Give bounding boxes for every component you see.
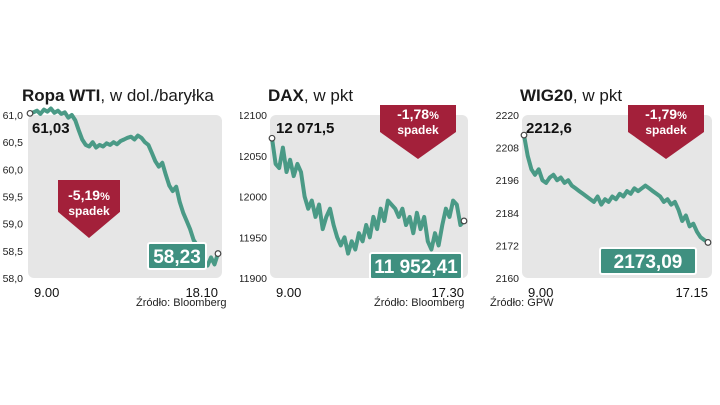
wti-series-line (28, 106, 220, 268)
wti-unit: w dol./baryłka (109, 86, 214, 105)
wti-ytick-label: 59,0 (3, 219, 24, 231)
wig20-xtick-label: 17.15 (675, 285, 708, 300)
wti-title-block: Ropa WTI, w dol./baryłka (22, 86, 214, 105)
dax-start-value: 12 071,5 (276, 120, 334, 137)
wig20-decline-pct: % (677, 110, 687, 122)
wti-xtick-label: 9.00 (34, 285, 59, 300)
wig20-decline-word: spadek (645, 123, 687, 137)
wig20-source: Źródło: GPW (490, 297, 554, 309)
wti-xtick-label: 18.10 (185, 285, 218, 300)
wig20-start-value: 2212,6 (526, 120, 572, 137)
wig20-decline-badge (628, 105, 704, 159)
dax-xtick-label: 17.30 (431, 285, 464, 300)
dax-decline-pct: % (429, 110, 439, 122)
dax-end-value: 11 952,41 (374, 257, 458, 278)
wig20-series-line (522, 133, 710, 245)
dax-ytick-label: 11950 (240, 232, 267, 244)
wig20-xtick-label: 9.00 (528, 285, 553, 300)
wti-ytick-label: 60,0 (3, 164, 24, 176)
dax-end-point (460, 217, 468, 225)
wig20-start-point (520, 131, 528, 139)
dax-start-point (268, 134, 276, 142)
wig20-ytick-label: 2172 (496, 240, 520, 252)
wig20-ytick-label: 2196 (496, 175, 520, 187)
dax-ytick-label: 11900 (240, 273, 267, 285)
dax-unit: w pkt (313, 86, 354, 105)
dax-ytick-label: 12000 (240, 192, 267, 204)
wig20-title-block: WIG20, w pkt (520, 86, 623, 105)
wti-plot-area (28, 115, 222, 278)
wti-end-point (214, 250, 222, 257)
wti-ytick-label: 61,0 (3, 110, 24, 122)
wti-decline-pct: % (100, 191, 110, 203)
wig20-decline-value: -1,79% (645, 106, 687, 122)
wig20-title: WIG20 (520, 86, 573, 105)
wig20-unit: w pkt (582, 86, 623, 105)
dax-xtick-label: 9.00 (276, 285, 301, 300)
wti-decline-word: spadek (68, 204, 110, 218)
dax-series-line (270, 136, 466, 256)
wti-panel: Ropa WTI, w dol./baryłka 61,0 60,5 60,0 59,… (0, 0, 240, 405)
dax-decline-word: spadek (397, 123, 439, 137)
dax-title: DAX (268, 86, 304, 105)
wig20-chart: 2220 2208 2196 2184 2172 2160 9.00 17.15 2212,6 2… (496, 105, 712, 300)
wti-start-value: 61,03 (32, 120, 70, 137)
dax-decline-value: -1,78% (397, 106, 439, 122)
wti-chart: 61,0 60,5 60,0 59,5 59,0 58,5 58,0 9.00 18.10 61,… (3, 106, 222, 300)
wig20-end-value-box (599, 247, 697, 275)
dax-ytick-label: 12100 (240, 110, 267, 122)
wig20-ytick-label: 2184 (496, 208, 520, 220)
dax-panel: DAX, w pkt 12100 12050 12000 11950 11900 9.00… (240, 0, 480, 405)
wti-title: Ropa WTI (22, 86, 101, 105)
wig20-end-value: 2173,09 (614, 252, 683, 273)
wti-decline-value: -5,19% (68, 187, 110, 203)
wig20-end-point (704, 239, 712, 246)
wti-ytick-label: 58,5 (3, 246, 24, 258)
dax-source: Źródło: Bloomberg (374, 297, 465, 309)
wig20-ytick-label: 2220 (496, 110, 520, 122)
wti-ytick-label: 59,5 (3, 192, 24, 204)
wti-decline-badge (58, 180, 120, 238)
wti-ytick-label: 58,0 (3, 273, 24, 285)
dax-chart: 12100 12050 12000 11950 11900 9.00 17.30 12 071… (240, 105, 468, 300)
dax-ytick-label: 12050 (240, 151, 267, 163)
wti-end-value: 58,23 (153, 247, 201, 268)
wig20-panel: WIG20, w pkt 2220 2208 2196 2184 2172 2160 9.0… (480, 0, 720, 405)
wig20-ytick-label: 2160 (496, 273, 520, 285)
wig20-ytick-label: 2208 (496, 143, 520, 155)
dax-end-value-box (369, 252, 463, 280)
dax-decline-badge (380, 105, 456, 159)
dax-title-block: DAX, w pkt (268, 86, 354, 105)
wti-end-value-box (147, 242, 207, 270)
wti-start-point (26, 109, 34, 117)
wti-source: Źródło: Bloomberg (136, 297, 227, 309)
wti-ytick-label: 60,5 (3, 137, 24, 149)
